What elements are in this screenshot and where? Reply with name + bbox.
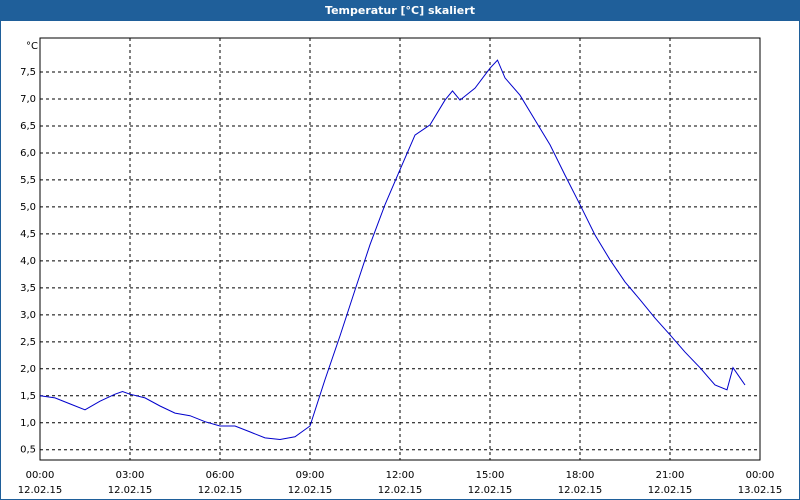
y-tick-label: 6,0 [20, 148, 36, 159]
x-tick-label: 00:00 [746, 470, 775, 481]
x-tick-date: 12.02.15 [378, 485, 423, 496]
y-tick-label: 2,5 [20, 337, 36, 348]
x-tick-date: 12.02.15 [198, 485, 243, 496]
y-tick-label: 7,0 [20, 94, 36, 105]
x-tick-label: 18:00 [566, 470, 595, 481]
x-tick-date: 12.02.15 [18, 485, 63, 496]
x-tick-label: 15:00 [476, 470, 505, 481]
x-tick-date: 12.02.15 [288, 485, 333, 496]
x-tick-label: 03:00 [116, 470, 145, 481]
x-tick-date: 12.02.15 [558, 485, 603, 496]
y-tick-label: 3,0 [20, 310, 36, 321]
y-tick-label: 5,0 [20, 202, 36, 213]
y-tick-label: 5,5 [20, 175, 36, 186]
x-tick-label: 12:00 [386, 470, 415, 481]
x-tick-date: 12.02.15 [648, 485, 693, 496]
y-tick-label: 1,0 [20, 418, 36, 429]
x-tick-date: 13.02.15 [738, 485, 783, 496]
y-tick-label: 4,5 [20, 229, 36, 240]
data-line [39, 59, 746, 441]
y-tick-label: 6,5 [20, 121, 36, 132]
y-unit: °C [26, 41, 38, 52]
y-tick-label: 3,5 [20, 283, 36, 294]
y-tick-label: 4,0 [20, 256, 36, 267]
y-tick-label: 0,5 [20, 445, 36, 456]
x-tick-label: 06:00 [206, 470, 235, 481]
x-tick-label: 00:00 [26, 470, 55, 481]
chart-title: Temperatur [°C] skaliert [325, 4, 475, 17]
y-tick-label: 1,5 [20, 391, 36, 402]
x-tick-label: 09:00 [296, 470, 325, 481]
y-tick-label: 7,5 [20, 67, 36, 78]
x-tick-label: 21:00 [656, 470, 685, 481]
y-tick-label: 2,0 [20, 364, 36, 375]
title-bar [0, 0, 800, 21]
x-tick-date: 12.02.15 [108, 485, 153, 496]
x-tick-date: 12.02.15 [468, 485, 513, 496]
